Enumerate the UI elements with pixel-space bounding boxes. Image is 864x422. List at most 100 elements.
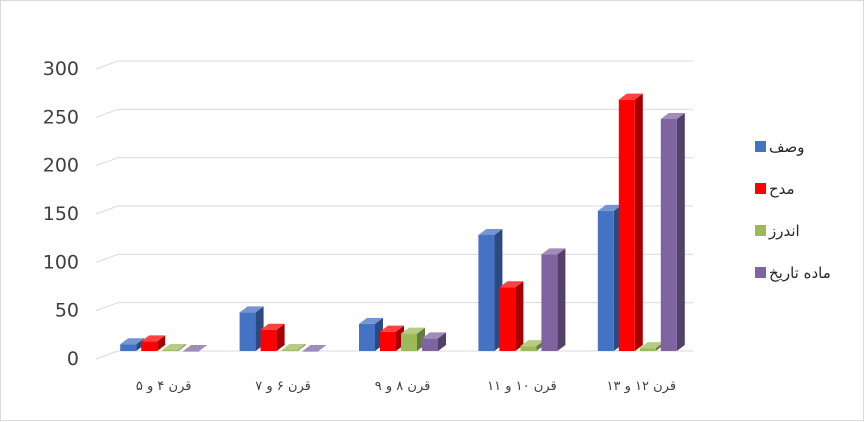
bar-top (422, 332, 446, 339)
bar-front (422, 338, 438, 351)
bar (499, 281, 524, 351)
x-tick-label: قرن ۱۰ و ۱۱ (487, 379, 557, 394)
bar-front (478, 235, 495, 351)
x-tick-label: قرن ۶ و ۷ (255, 379, 311, 394)
bar-front (141, 341, 158, 351)
x-axis-ticks: قرن ۴ و ۵ قرن ۶ و ۷ قرن ۸ و ۹ قرن ۱۰ و ۱۱ قر… (136, 379, 676, 394)
legend-label: وصف (769, 138, 805, 156)
bar-top (281, 344, 306, 351)
bar-front (183, 351, 200, 352)
bar-top (401, 327, 425, 334)
bar (183, 345, 208, 352)
bar-top (141, 335, 166, 342)
bar (422, 332, 446, 351)
y-axis-ticks: 0 50 100 150 200 250 300 (43, 58, 79, 370)
bar-side (557, 248, 566, 351)
bar-front (597, 210, 614, 351)
bar-front (401, 333, 417, 351)
bar (239, 306, 264, 351)
gridline-depth (95, 60, 119, 70)
gridline-depth (95, 108, 119, 118)
bar (541, 248, 566, 351)
gridline-depth (95, 253, 119, 263)
bar-side (276, 323, 285, 351)
legend-label: ماده تاریخ (769, 264, 831, 282)
legend-item: اندرز (755, 222, 800, 240)
bar-front (162, 350, 179, 351)
bar-top (639, 342, 664, 349)
gridline-depth (95, 157, 119, 167)
bar-side (515, 281, 524, 351)
bar-top (660, 113, 685, 119)
legend-swatch (755, 141, 766, 152)
bar (260, 323, 285, 351)
legend-item: وصف (755, 138, 805, 156)
bar (302, 345, 327, 352)
legend-label: مدح (769, 180, 795, 198)
y-tick-label: 50 (55, 300, 79, 322)
bar-front (281, 350, 298, 351)
bar-side (157, 335, 166, 351)
bar-top (120, 338, 145, 345)
bar (141, 335, 166, 351)
y-tick-label: 100 (43, 251, 79, 273)
bar (380, 325, 404, 351)
x-tick-label: قرن ۴ و ۵ (136, 379, 192, 394)
bar-top (302, 345, 327, 351)
y-tick-label: 200 (43, 155, 79, 177)
bar (162, 344, 187, 351)
bar-top (499, 281, 524, 288)
legend-swatch (755, 267, 766, 278)
bar-front (120, 344, 137, 351)
legend-swatch (755, 183, 766, 194)
bar-front (359, 323, 375, 351)
bar-front (541, 254, 558, 351)
bar-front (520, 346, 537, 351)
gridline-depth (95, 350, 119, 360)
bar-front (639, 348, 656, 351)
bar-top (260, 323, 285, 330)
bar (281, 344, 306, 351)
bar (401, 327, 425, 351)
legend-item: ماده تاریخ (755, 264, 831, 282)
y-tick-label: 0 (67, 348, 79, 370)
legend-swatch (755, 225, 766, 236)
bar-side (634, 93, 643, 352)
bar-front (380, 331, 396, 351)
bar-front (660, 119, 677, 351)
legend: وصف مدح اندرز ماده تاریخ (755, 138, 831, 282)
bar-top (618, 93, 643, 100)
bar-front (302, 351, 319, 352)
y-tick-label: 150 (43, 203, 79, 225)
bar-top (478, 229, 503, 235)
bar (597, 204, 622, 351)
bar (478, 229, 503, 351)
legend-item: مدح (755, 180, 795, 198)
bar-side (438, 332, 446, 351)
bar-side (676, 113, 685, 351)
bar-front (618, 99, 635, 352)
bar-side (297, 344, 306, 351)
bar (520, 340, 545, 351)
bar-top (183, 345, 208, 351)
y-tick-label: 300 (43, 58, 79, 80)
bar-top (359, 317, 383, 324)
bar-top (597, 204, 622, 211)
bar-front (499, 287, 516, 351)
bar (660, 113, 685, 351)
x-tick-label: قرن ۸ و ۹ (375, 379, 431, 394)
bar-side (178, 344, 187, 351)
bar-top (162, 344, 187, 351)
bar-front (239, 312, 256, 351)
gridlines (95, 60, 693, 360)
bar-top (541, 248, 566, 255)
bar (639, 342, 664, 351)
gridline-depth (95, 302, 119, 312)
gridline-depth (95, 205, 119, 215)
bar-front (260, 329, 277, 351)
bar-top (380, 325, 404, 332)
bar-top (520, 340, 545, 347)
bars (120, 93, 685, 352)
